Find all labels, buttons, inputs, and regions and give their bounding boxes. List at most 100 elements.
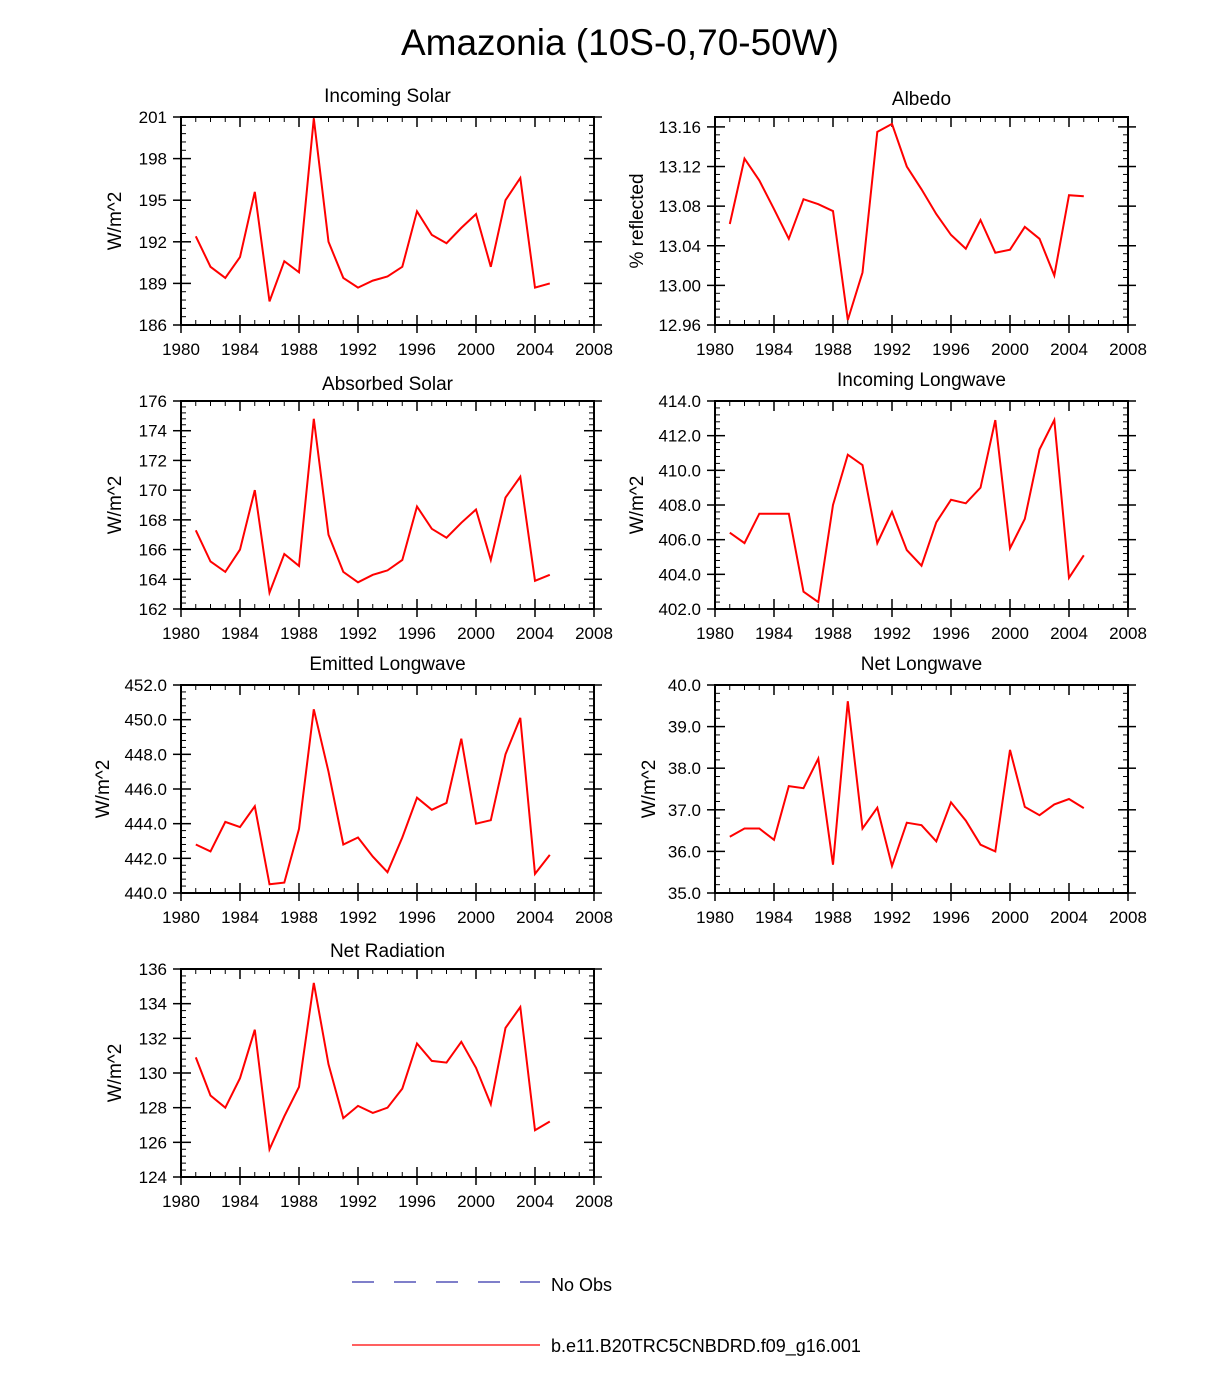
y-tick-label: 410.0 (658, 461, 701, 480)
panel-title: Albedo (892, 89, 951, 110)
y-tick-label: 412.0 (658, 427, 701, 446)
x-tick-label: 1980 (696, 624, 734, 643)
x-tick-label: 1992 (873, 624, 911, 643)
y-tick-label: 195 (139, 191, 167, 210)
x-tick-label: 1988 (280, 1192, 318, 1211)
x-tick-label: 1996 (398, 908, 436, 927)
x-tick-label: 1984 (755, 340, 793, 359)
y-tick-label: 198 (139, 150, 167, 169)
y-tick-label: 442.0 (124, 849, 167, 868)
y-tick-label: 126 (139, 1133, 167, 1152)
plot-frame (180, 116, 595, 326)
x-tick-label: 1996 (932, 624, 970, 643)
x-tick-label: 1996 (398, 1192, 436, 1211)
chart-panel-7: Net Radiation 1980 1984 1988 1992 1996 2000 200… (105, 941, 613, 1211)
chart-panel-6: Net Longwave 1980 1984 1988 1992 1996 2000 2004… (639, 654, 1147, 927)
legend-model-label: b.e11.B20TRC5CNBDRD.f09_g16.001 (551, 1336, 861, 1357)
panel-title: Incoming Longwave (837, 370, 1006, 391)
chart-panel-2: Albedo 1980 1984 1988 1992 1996 2000 2004 2008 12… (627, 89, 1147, 359)
y-tick-label: 13.04 (658, 237, 701, 256)
x-tick-label: 1996 (932, 340, 970, 359)
chart-panels: Incoming Solar 1980 1984 1988 1992 1996 2000 20… (93, 86, 1147, 1211)
x-tick-label: 1984 (755, 908, 793, 927)
x-tick-label: 1992 (873, 340, 911, 359)
y-tick-label: 36.0 (668, 842, 701, 861)
x-tick-label: 2008 (575, 908, 613, 927)
series-line (729, 701, 1085, 870)
x-tick-label: 1980 (696, 908, 734, 927)
figure-title: Amazonia (10S-0,70-50W) (401, 22, 839, 63)
series-line (194, 118, 551, 302)
y-axis-label: W/m^2 (105, 1044, 126, 1103)
x-tick-label: 2000 (457, 908, 495, 927)
x-tick-label: 2004 (516, 340, 554, 359)
y-tick-label: 168 (139, 511, 167, 530)
x-tick-label: 2008 (575, 624, 613, 643)
y-tick-label: 201 (139, 108, 167, 127)
y-tick-label: 39.0 (668, 718, 701, 737)
y-tick-label: 406.0 (658, 531, 701, 550)
chart-panel-1: Incoming Solar 1980 1984 1988 1992 1996 2000 20… (105, 86, 613, 359)
y-axis-label: W/m^2 (627, 476, 648, 535)
x-tick-label: 2000 (991, 908, 1029, 927)
x-tick-label: 1980 (162, 1192, 200, 1211)
y-tick-label: 186 (139, 316, 167, 335)
x-tick-label: 2004 (1050, 624, 1088, 643)
panel-title: Net Longwave (861, 654, 982, 675)
y-tick-label: 450.0 (124, 711, 167, 730)
x-tick-label: 1984 (221, 1192, 259, 1211)
panel-title: Absorbed Solar (322, 374, 454, 395)
x-tick-label: 2004 (516, 908, 554, 927)
plot-frame (714, 116, 1129, 326)
y-tick-label: 132 (139, 1029, 167, 1048)
x-tick-label: 2004 (516, 624, 554, 643)
y-axis-label: % reflected (627, 173, 648, 268)
y-tick-label: 444.0 (124, 815, 167, 834)
chart-panel-5: Emitted Longwave 1980 1984 1988 1992 1996 2000… (93, 654, 613, 927)
x-tick-label: 1992 (339, 1192, 377, 1211)
y-tick-label: 13.16 (658, 118, 701, 137)
y-tick-label: 13.08 (658, 197, 701, 216)
panel-title: Net Radiation (330, 941, 445, 962)
x-tick-label: 1980 (162, 624, 200, 643)
plot-frame (180, 968, 595, 1178)
x-tick-label: 2000 (991, 340, 1029, 359)
y-tick-label: 124 (139, 1168, 167, 1187)
x-tick-label: 1980 (162, 908, 200, 927)
legend: No Obs b.e11.B20TRC5CNBDRD.f09_g16.001 (352, 1275, 861, 1357)
y-tick-label: 172 (139, 451, 167, 470)
x-tick-label: 2004 (516, 1192, 554, 1211)
y-tick-label: 37.0 (668, 801, 701, 820)
panel-title: Incoming Solar (324, 86, 451, 107)
x-tick-label: 1988 (280, 624, 318, 643)
y-tick-label: 134 (139, 995, 167, 1014)
y-tick-label: 128 (139, 1099, 167, 1118)
y-tick-label: 12.96 (658, 316, 701, 335)
x-tick-label: 1992 (873, 908, 911, 927)
y-tick-label: 162 (139, 600, 167, 619)
plot-frame (714, 400, 1129, 610)
y-tick-label: 13.12 (658, 158, 701, 177)
x-tick-label: 1996 (398, 340, 436, 359)
x-tick-label: 2000 (991, 624, 1029, 643)
y-tick-label: 404.0 (658, 565, 701, 584)
y-tick-label: 402.0 (658, 600, 701, 619)
x-tick-label: 2000 (457, 1192, 495, 1211)
y-tick-label: 40.0 (668, 676, 701, 695)
x-tick-label: 2008 (1109, 624, 1147, 643)
legend-no-obs-label: No Obs (551, 1275, 612, 1295)
x-tick-label: 1984 (221, 624, 259, 643)
y-tick-label: 408.0 (658, 496, 701, 515)
plot-frame (180, 400, 595, 610)
x-tick-label: 2008 (575, 1192, 613, 1211)
series-line (729, 416, 1085, 604)
x-tick-label: 1992 (339, 340, 377, 359)
y-tick-label: 164 (139, 570, 167, 589)
y-tick-label: 38.0 (668, 759, 701, 778)
x-tick-label: 1984 (755, 624, 793, 643)
y-tick-label: 189 (139, 274, 167, 293)
x-tick-label: 1980 (162, 340, 200, 359)
series-line (728, 122, 1084, 321)
series-line (194, 982, 551, 1153)
y-axis-label: W/m^2 (93, 760, 114, 819)
